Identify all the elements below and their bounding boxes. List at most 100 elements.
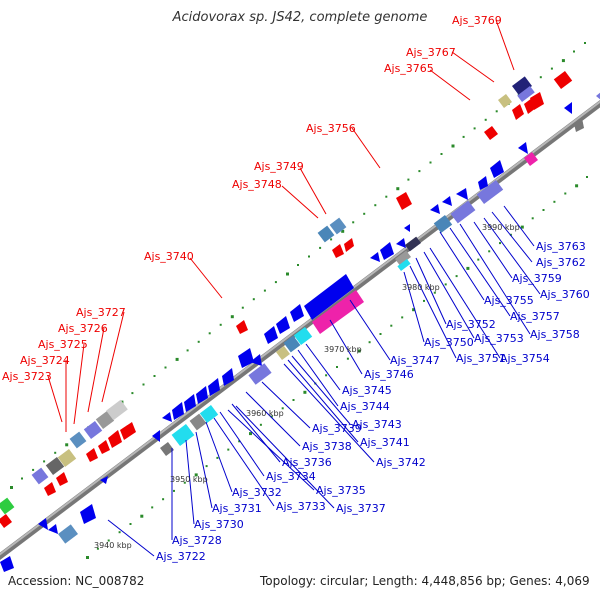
gene-feature[interactable]	[290, 304, 304, 322]
gene-feature[interactable]	[0, 556, 14, 572]
gene-label-ajs_3727[interactable]: Ajs_3727	[76, 306, 126, 319]
gene-feature[interactable]	[199, 404, 219, 424]
gene-feature[interactable]	[236, 320, 248, 334]
gene-feature[interactable]	[512, 104, 524, 120]
gene-feature[interactable]	[108, 430, 122, 448]
scale-label[interactable]: 3990 kbp	[482, 223, 520, 232]
gene-label-ajs_3745[interactable]: Ajs_3745	[342, 384, 392, 397]
gene-feature[interactable]	[58, 524, 78, 544]
gene-label-ajs_3738[interactable]: Ajs_3738	[302, 440, 352, 453]
gene-label-ajs_3763[interactable]: Ajs_3763	[536, 240, 586, 253]
gene-feature[interactable]	[184, 394, 196, 412]
gene-feature[interactable]	[98, 440, 110, 454]
gene-feature[interactable]	[196, 386, 208, 404]
gene-feature[interactable]	[523, 151, 539, 167]
gene-feature[interactable]	[490, 160, 504, 178]
gene-feature[interactable]	[48, 524, 58, 534]
gene-label-ajs_3759[interactable]: Ajs_3759	[512, 272, 562, 285]
gene-label-ajs_3731[interactable]: Ajs_3731	[212, 502, 262, 515]
gene-label-ajs_3767[interactable]: Ajs_3767	[406, 46, 456, 59]
gene-label-ajs_3760[interactable]: Ajs_3760	[540, 288, 590, 301]
gene-label-ajs_3753[interactable]: Ajs_3753	[474, 332, 524, 345]
gene-feature[interactable]	[404, 224, 410, 232]
gene-label-ajs_3741[interactable]: Ajs_3741	[360, 436, 410, 449]
gene-feature[interactable]	[57, 448, 77, 468]
gene-label-ajs_3742[interactable]: Ajs_3742	[376, 456, 426, 469]
gene-feature[interactable]	[396, 192, 412, 210]
gene-feature[interactable]	[574, 118, 584, 132]
scale-label[interactable]: 3940 kbp	[94, 541, 132, 550]
gene-feature[interactable]	[83, 420, 103, 440]
gene-feature[interactable]	[370, 252, 380, 262]
scale-label[interactable]: 3960 kbp	[246, 409, 284, 418]
gene-feature[interactable]	[172, 402, 184, 420]
gene-feature[interactable]	[159, 441, 175, 457]
gene-feature[interactable]	[317, 225, 335, 243]
gene-feature[interactable]	[344, 238, 354, 252]
gene-label-ajs_3755[interactable]: Ajs_3755	[484, 294, 534, 307]
gene-feature[interactable]	[152, 430, 160, 442]
gene-feature[interactable]	[497, 93, 513, 109]
gene-feature[interactable]	[433, 214, 453, 234]
gene-feature[interactable]	[518, 142, 528, 154]
scale-label[interactable]: 3980 kbp	[402, 283, 440, 292]
scale-label[interactable]: 3950 kbp	[170, 475, 208, 484]
gene-feature[interactable]	[171, 423, 195, 447]
gene-label-ajs_3749[interactable]: Ajs_3749	[254, 160, 304, 173]
gene-feature[interactable]	[396, 238, 406, 248]
gene-feature[interactable]	[44, 482, 56, 496]
gene-label-ajs_3734[interactable]: Ajs_3734	[266, 470, 316, 483]
gene-label-ajs_3746[interactable]: Ajs_3746	[364, 368, 414, 381]
gene-label-ajs_3737[interactable]: Ajs_3737	[336, 502, 386, 515]
gene-label-ajs_3751[interactable]: Ajs_3751	[456, 352, 506, 365]
gene-label-ajs_3740[interactable]: Ajs_3740	[144, 250, 194, 263]
gene-feature[interactable]	[329, 217, 347, 235]
gene-feature[interactable]	[80, 504, 96, 524]
gene-label-ajs_3756[interactable]: Ajs_3756	[306, 122, 356, 135]
gene-feature[interactable]	[38, 518, 48, 530]
gene-label-ajs_3765[interactable]: Ajs_3765	[384, 62, 434, 75]
gene-feature[interactable]	[293, 326, 313, 346]
gene-label-ajs_3733[interactable]: Ajs_3733	[276, 500, 326, 513]
gene-feature[interactable]	[442, 196, 452, 206]
gene-feature[interactable]	[332, 244, 344, 258]
gene-label-ajs_3735[interactable]: Ajs_3735	[316, 484, 366, 497]
gene-feature[interactable]	[275, 345, 291, 361]
gene-feature[interactable]	[476, 179, 504, 205]
gene-label-ajs_3723[interactable]: Ajs_3723	[2, 370, 52, 383]
gene-feature[interactable]	[596, 88, 600, 104]
gene-feature[interactable]	[0, 497, 15, 515]
gene-feature[interactable]	[45, 456, 65, 476]
gene-feature[interactable]	[222, 368, 234, 386]
gene-label-ajs_3736[interactable]: Ajs_3736	[282, 456, 332, 469]
gene-label-ajs_3739[interactable]: Ajs_3739	[312, 422, 362, 435]
gene-feature[interactable]	[248, 363, 272, 385]
gene-feature[interactable]	[530, 92, 544, 110]
gene-label-ajs_3754[interactable]: Ajs_3754	[500, 352, 550, 365]
scale-label[interactable]: 3970 kbp	[324, 345, 362, 354]
gene-feature[interactable]	[189, 413, 207, 431]
gene-label-ajs_3743[interactable]: Ajs_3743	[352, 418, 402, 431]
gene-label-ajs_3726[interactable]: Ajs_3726	[58, 322, 108, 335]
gene-feature[interactable]	[564, 102, 572, 114]
gene-feature[interactable]	[456, 188, 468, 200]
gene-feature[interactable]	[276, 316, 290, 334]
gene-label-ajs_3757[interactable]: Ajs_3757	[510, 310, 560, 323]
gene-label-ajs_3758[interactable]: Ajs_3758	[530, 328, 580, 341]
gene-feature[interactable]	[162, 412, 172, 422]
gene-label-ajs_3722[interactable]: Ajs_3722	[156, 550, 206, 563]
gene-feature[interactable]	[283, 335, 301, 353]
gene-label-ajs_3730[interactable]: Ajs_3730	[194, 518, 244, 531]
gene-feature[interactable]	[397, 258, 411, 272]
gene-label-ajs_3732[interactable]: Ajs_3732	[232, 486, 282, 499]
gene-label-ajs_3724[interactable]: Ajs_3724	[20, 354, 70, 367]
gene-feature[interactable]	[478, 176, 488, 190]
gene-feature[interactable]	[264, 326, 278, 344]
gene-label-ajs_3747[interactable]: Ajs_3747	[390, 354, 440, 367]
gene-label-ajs_3728[interactable]: Ajs_3728	[172, 534, 222, 547]
gene-feature[interactable]	[483, 125, 499, 141]
gene-feature[interactable]	[512, 76, 532, 96]
gene-feature[interactable]	[56, 472, 68, 486]
gene-label-ajs_3744[interactable]: Ajs_3744	[340, 400, 390, 413]
gene-label-ajs_3725[interactable]: Ajs_3725	[38, 338, 88, 351]
